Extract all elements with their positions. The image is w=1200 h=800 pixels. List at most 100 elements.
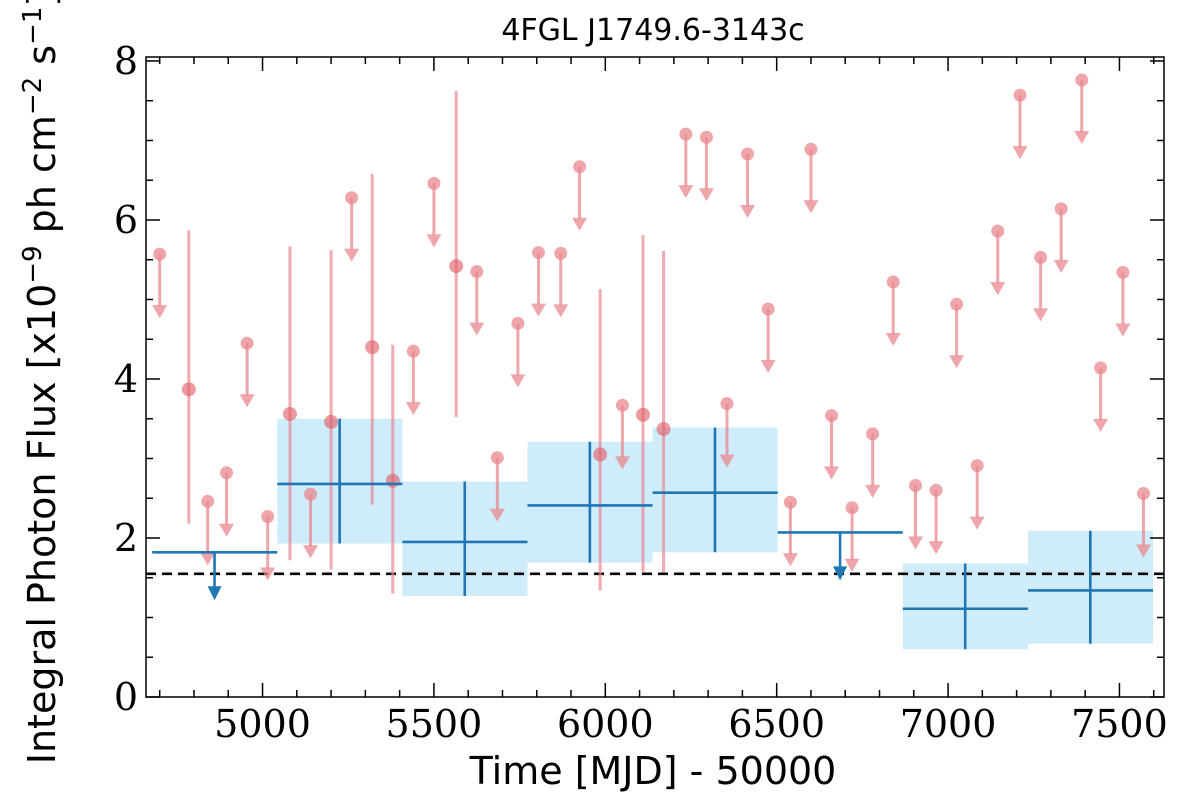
short-bin-upper-limit-point bbox=[345, 191, 359, 205]
short-bin-upper-limit-point bbox=[1034, 250, 1048, 264]
short-bin-upper-limit-arrow bbox=[969, 516, 985, 530]
short-bin-upper-limit-arrow bbox=[405, 402, 421, 416]
short-bin-upper-limit-arrow bbox=[426, 234, 442, 248]
y-tick-label: 6 bbox=[114, 198, 138, 242]
short-bin-upper-limit-arrow bbox=[1033, 308, 1049, 322]
x-tick-label: 7500 bbox=[1071, 702, 1168, 746]
short-bin-upper-limit-point bbox=[261, 510, 275, 524]
short-bin-point bbox=[282, 406, 297, 421]
short-bin-upper-limit-arrow bbox=[1053, 259, 1069, 273]
short-bin-upper-limit-arrow bbox=[803, 200, 819, 214]
short-bin-point bbox=[449, 259, 464, 274]
axis-ticks: 5000 5500 6000 6500 7000 7500 0 2 4 6 8 bbox=[114, 39, 1168, 746]
short-bin-upper-limit-point bbox=[929, 483, 943, 497]
short-bin-upper-limit-arrow bbox=[344, 248, 360, 262]
short-bin-upper-limit-point bbox=[240, 336, 254, 350]
short-bin-upper-limit-arrow bbox=[260, 567, 276, 581]
short-bin-upper-limit-point bbox=[679, 127, 693, 141]
short-bin-upper-limit-point bbox=[908, 479, 922, 493]
short-bin-upper-limit-arrow bbox=[510, 374, 526, 388]
short-bin-upper-limit-point bbox=[406, 344, 420, 358]
short-bin-upper-limit-point bbox=[783, 495, 797, 509]
short-bin-upper-limit-point bbox=[1094, 361, 1108, 375]
short-bin-upper-limit-point bbox=[531, 246, 545, 260]
short-bin-upper-limit-point bbox=[991, 224, 1005, 238]
chart-title: 4FGL J1749.6-3143c bbox=[501, 13, 804, 48]
y-tick-label: 8 bbox=[114, 39, 138, 83]
short-bin-upper-limit-arrow bbox=[614, 456, 630, 470]
short-bin-upper-limit-arrow bbox=[1074, 131, 1090, 145]
short-bin-upper-limit-arrow bbox=[530, 303, 546, 317]
x-tick-label: 6000 bbox=[557, 702, 654, 746]
short-bin-upper-limit-point bbox=[886, 275, 900, 289]
short-bin-upper-limit-point bbox=[1116, 265, 1130, 279]
short-bin-upper-limit-point bbox=[470, 265, 484, 279]
plot-area: 5000 5500 6000 6500 7000 7500 0 2 4 6 8 bbox=[114, 39, 1168, 746]
short-bin-upper-limit-point bbox=[220, 466, 234, 480]
short-bin-upper-limit-arrow bbox=[907, 536, 923, 550]
short-bin-upper-limit-arrow bbox=[239, 394, 255, 408]
short-bin-point bbox=[385, 473, 400, 488]
short-bin-point bbox=[593, 447, 608, 462]
short-bin-upper-limit-arrow bbox=[949, 355, 965, 369]
x-tick-label: 5000 bbox=[214, 702, 311, 746]
short-bin-upper-limit-point bbox=[866, 427, 880, 441]
short-bin-upper-limit-arrow bbox=[844, 558, 860, 572]
short-bin-upper-limit-arrow bbox=[928, 541, 944, 555]
y-tick-label: 2 bbox=[114, 516, 138, 560]
long-bin-upper-limit-arrow bbox=[207, 586, 222, 601]
short-bin-upper-limit-point bbox=[1075, 73, 1089, 87]
short-bin-upper-limit-point bbox=[615, 398, 629, 412]
short-bin-upper-limit-point bbox=[1013, 88, 1027, 102]
short-bin-upper-limit-point bbox=[201, 494, 215, 508]
short-bin-upper-limit-arrow bbox=[152, 305, 168, 319]
short-bin-upper-limit-arrow bbox=[469, 322, 485, 336]
short-bin-upper-limit-arrow bbox=[885, 332, 901, 346]
short-bin-upper-limit-point bbox=[845, 501, 859, 515]
y-tick-label: 4 bbox=[114, 357, 138, 401]
short-bin-upper-limit-point bbox=[554, 246, 568, 260]
plot-frame bbox=[145, 56, 1165, 698]
x-tick-label: 7000 bbox=[900, 702, 997, 746]
short-bin-upper-limit-arrow bbox=[572, 217, 588, 231]
short-bin-upper-limit-arrow bbox=[1135, 544, 1151, 558]
short-bin-upper-limit-arrow bbox=[824, 466, 840, 480]
short-bin-upper-limit-point bbox=[490, 451, 504, 465]
short-bin-upper-limit-point bbox=[761, 302, 775, 316]
short-bin-upper-limit-arrow bbox=[990, 282, 1006, 296]
x-axis-label: Time [MJD] - 50000 bbox=[469, 749, 837, 793]
short-bin-series bbox=[152, 73, 1151, 594]
short-bin-upper-limit-arrow bbox=[219, 523, 235, 537]
short-bin-upper-limit-arrow bbox=[1012, 146, 1028, 160]
short-bin-upper-limit-arrow bbox=[760, 360, 776, 374]
y-axis-label: Integral Photon Flux [x10−9 ph cm−2 s−1] bbox=[18, 0, 64, 764]
short-bin-upper-limit-arrow bbox=[865, 484, 881, 498]
short-bin-upper-limit-point bbox=[720, 397, 734, 411]
x-tick-label: 5500 bbox=[386, 702, 483, 746]
short-bin-upper-limit-arrow bbox=[782, 553, 798, 567]
short-bin-upper-limit-point bbox=[511, 316, 525, 330]
short-bin-upper-limit-arrow bbox=[1115, 323, 1131, 337]
short-bin-upper-limit-point bbox=[970, 459, 984, 473]
short-bin-upper-limit-arrow bbox=[678, 185, 694, 199]
short-bin-point bbox=[365, 340, 380, 355]
short-bin-upper-limit-arrow bbox=[489, 508, 505, 522]
short-bin-upper-limit-point bbox=[741, 147, 755, 161]
short-bin-point bbox=[636, 407, 651, 422]
short-bin-upper-limit-arrow bbox=[1093, 418, 1109, 432]
short-bin-upper-limit-point bbox=[304, 487, 318, 501]
short-bin-upper-limit-point bbox=[950, 297, 964, 311]
short-bin-upper-limit-point bbox=[573, 160, 587, 174]
short-bin-upper-limit-arrow bbox=[553, 304, 569, 318]
short-bin-upper-limit-point bbox=[825, 409, 839, 423]
y-tick-label: 0 bbox=[114, 675, 138, 719]
short-bin-point bbox=[324, 414, 339, 429]
long-bin-upper-limit-arrow bbox=[833, 566, 848, 581]
short-bin-upper-limit-arrow bbox=[698, 188, 714, 202]
short-bin-point bbox=[656, 422, 671, 437]
short-bin-upper-limit-point bbox=[153, 247, 167, 261]
short-bin-upper-limit-arrow bbox=[200, 552, 216, 566]
short-bin-upper-limit-arrow bbox=[719, 454, 735, 468]
x-tick-label: 6500 bbox=[728, 702, 825, 746]
